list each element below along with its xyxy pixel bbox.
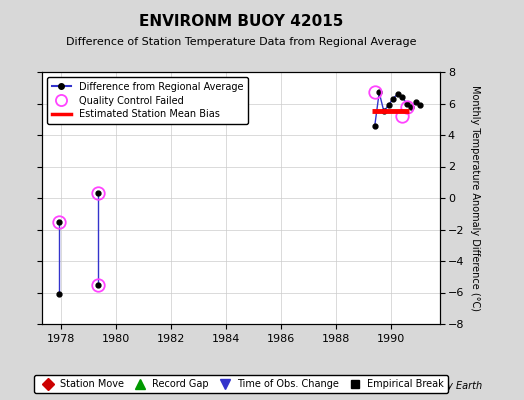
Legend: Station Move, Record Gap, Time of Obs. Change, Empirical Break: Station Move, Record Gap, Time of Obs. C… [34, 375, 448, 393]
Text: Difference of Station Temperature Data from Regional Average: Difference of Station Temperature Data f… [66, 37, 416, 47]
Y-axis label: Monthly Temperature Anomaly Difference (°C): Monthly Temperature Anomaly Difference (… [470, 85, 480, 311]
Text: ENVIRONM BUOY 42015: ENVIRONM BUOY 42015 [139, 14, 343, 30]
Text: Berkeley Earth: Berkeley Earth [410, 381, 482, 391]
Legend: Difference from Regional Average, Quality Control Failed, Estimated Station Mean: Difference from Regional Average, Qualit… [47, 77, 248, 124]
